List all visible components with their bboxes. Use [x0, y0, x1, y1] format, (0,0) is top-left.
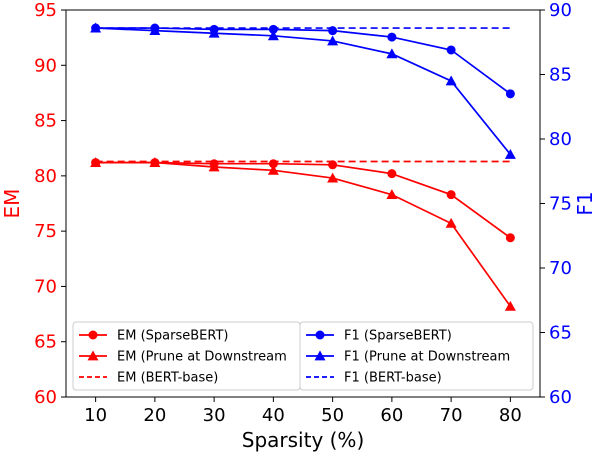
y-left-axis-title: EM — [0, 189, 24, 219]
y-left-tick-label: 85 — [34, 111, 57, 132]
y-right-tick-label: 80 — [549, 129, 572, 150]
data-point-f1-prune — [267, 30, 279, 41]
x-tick-label: 80 — [499, 405, 522, 426]
y-right-tick-label: 85 — [549, 65, 572, 86]
legend-em: EM (SparseBERT) EM (Prune at Downstream EM… — [72, 321, 301, 391]
y-left-tick-label: 60 — [34, 387, 57, 408]
data-point-f1-sparsebert — [387, 32, 397, 42]
data-point-em-prune — [445, 217, 457, 228]
y-right-tick-label: 60 — [549, 387, 572, 408]
x-tick-label: 10 — [84, 405, 107, 426]
y-left-tick-label: 70 — [34, 276, 57, 297]
data-point-em-sparsebert — [446, 190, 456, 200]
legend-marker-f1-sparsebert — [315, 330, 325, 340]
data-point-f1-prune — [327, 35, 339, 46]
series-em-prune — [90, 157, 516, 311]
data-point-f1-sparsebert — [505, 89, 515, 99]
data-point-f1-prune — [445, 75, 457, 86]
legend-f1: F1 (SparseBERT) F1 (Prune at Downstream F1… — [299, 321, 534, 391]
x-tick-label: 20 — [143, 405, 166, 426]
data-point-em-prune — [267, 164, 279, 175]
data-point-f1-sparsebert — [268, 24, 278, 34]
legend-label-f1-bertbase: F1 (BERT-base) — [344, 371, 442, 386]
series-layer — [90, 22, 516, 311]
y-left-tick-label: 90 — [34, 55, 57, 76]
legend-label-f1-prune: F1 (Prune at Downstream — [344, 350, 510, 365]
data-point-em-sparsebert — [505, 233, 515, 243]
x-tick-label: 60 — [380, 405, 403, 426]
data-point-em-prune — [504, 300, 516, 311]
y-right-tick-label: 70 — [549, 258, 572, 279]
data-point-em-sparsebert — [387, 169, 397, 179]
x-tick-label: 40 — [262, 405, 285, 426]
x-tick-label: 50 — [321, 405, 344, 426]
y-left-tick-label: 75 — [34, 221, 57, 242]
y-left-tick-label: 95 — [34, 0, 57, 21]
legend-label-f1-sparsebert: F1 (SparseBERT) — [344, 329, 452, 344]
legend-label-em-prune: EM (Prune at Downstream — [117, 350, 287, 365]
legend-box — [299, 321, 534, 391]
legend-marker-f1-prune — [314, 350, 326, 361]
legend-label-em-bertbase: EM (BERT-base) — [117, 371, 218, 386]
axes-layer: 10 20 30 40 50 60 70 80 60 65 70 75 80 85 90 95 60 65 70 75… — [34, 0, 572, 426]
y-left-tick-label: 65 — [34, 332, 57, 353]
series-f1-prune — [90, 22, 516, 159]
data-point-em-sparsebert — [328, 160, 338, 170]
series-em-sparsebert — [91, 158, 515, 243]
data-point-f1-prune — [208, 27, 220, 38]
data-point-em-prune — [386, 189, 398, 200]
data-point-em-prune — [208, 161, 220, 172]
data-point-f1-prune — [149, 25, 161, 36]
data-point-f1-prune — [386, 48, 398, 59]
y-left-tick-label: 80 — [34, 166, 57, 187]
legend-marker-em-prune — [87, 350, 99, 361]
y-right-tick-label: 65 — [549, 323, 572, 344]
y-right-axis-title: F1 — [573, 191, 597, 215]
series-line-f1-prune — [95, 27, 512, 156]
x-axis-title: Sparsity (%) — [242, 428, 365, 452]
y-right-tick-label: 90 — [549, 0, 572, 21]
legend-marker-em-sparsebert — [88, 330, 98, 340]
data-point-em-prune — [327, 172, 339, 183]
legend-layer: EM (SparseBERT) EM (Prune at Downstream EM… — [72, 321, 534, 391]
series-line-em-prune — [95, 161, 512, 307]
y-right-tick-label: 75 — [549, 194, 572, 215]
legend-label-em-sparsebert: EM (SparseBERT) — [117, 329, 228, 344]
data-point-f1-prune — [504, 148, 516, 159]
x-tick-label: 70 — [440, 405, 463, 426]
x-tick-label: 30 — [203, 405, 226, 426]
data-point-f1-sparsebert — [446, 45, 456, 55]
